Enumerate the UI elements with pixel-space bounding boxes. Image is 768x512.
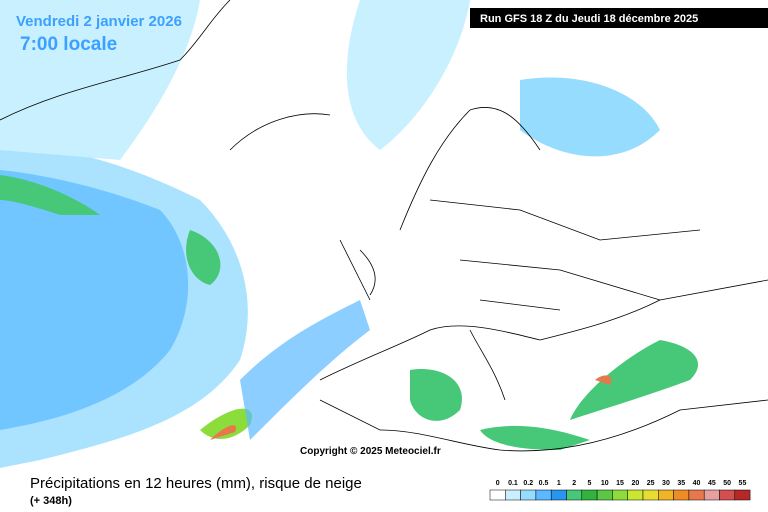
legend-swatch: [489, 489, 506, 501]
legend-label: 25: [647, 480, 655, 487]
coastlines: [0, 0, 768, 452]
lead-time: (+ 348h): [30, 495, 72, 507]
legend-label: 30: [662, 480, 670, 487]
legend-swatch: [673, 489, 690, 501]
date-label: Vendredi 2 janvier 2026: [16, 13, 182, 30]
legend-swatch: [596, 489, 613, 501]
legend-label: 35: [677, 480, 685, 487]
run-label: Run GFS 18 Z du Jeudi 18 décembre 2025: [480, 13, 698, 25]
legend-label: 1: [557, 480, 561, 487]
legend-label: 20: [631, 480, 639, 487]
legend-swatch: [703, 489, 720, 501]
time-label: 7:00 locale: [20, 34, 117, 55]
legend-label: 0.1: [508, 480, 518, 487]
legend-swatch: [505, 489, 521, 501]
legend-swatch: [734, 489, 751, 501]
legend-label: 0.2: [523, 480, 533, 487]
legend-swatch: [612, 489, 628, 501]
legend-swatch: [550, 489, 567, 501]
legend-swatch: [627, 489, 644, 501]
run-banner: [470, 8, 768, 28]
legend-swatch: [719, 489, 736, 501]
legend: 0 0.1 0.2 0.5 1 2 5 10 15 20 25 30 35 40 45 50 55: [489, 480, 751, 501]
legend-label: 2: [572, 480, 576, 487]
legend-swatch: [520, 489, 537, 501]
legend-label: 40: [693, 480, 701, 487]
copyright: Copyright © 2025 Meteociel.fr: [300, 446, 441, 457]
precip-field: [0, 0, 699, 468]
legend-label: 55: [739, 480, 747, 487]
legend-label: 15: [616, 480, 624, 487]
legend-label: 5: [587, 480, 591, 487]
legend-swatch: [658, 489, 674, 501]
legend-swatch: [688, 489, 705, 501]
legend-label: 10: [601, 480, 609, 487]
legend-swatch: [642, 489, 659, 501]
footer-title: Précipitations en 12 heures (mm), risque…: [30, 475, 362, 492]
legend-swatch: [566, 489, 583, 501]
legend-swatch: [581, 489, 598, 501]
legend-swatch: [535, 489, 552, 501]
legend-label: 50: [723, 480, 731, 487]
legend-label: 45: [708, 480, 716, 487]
legend-label: 0.5: [539, 480, 549, 487]
legend-label: 0: [496, 480, 500, 487]
